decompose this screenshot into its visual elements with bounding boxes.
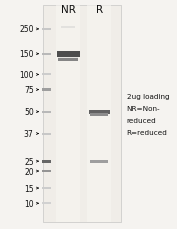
Text: 20: 20	[24, 167, 34, 176]
Bar	[88, 110, 110, 114]
Bar	[58, 59, 78, 60]
Bar	[58, 58, 78, 59]
Bar	[57, 52, 80, 57]
Text: R=reduced: R=reduced	[127, 130, 167, 136]
Bar	[42, 74, 51, 76]
Bar	[58, 52, 78, 53]
Bar	[56, 6, 80, 222]
Bar	[42, 133, 51, 135]
Bar	[42, 29, 51, 31]
Bar	[58, 54, 78, 55]
Bar	[42, 53, 51, 56]
Text: 150: 150	[19, 50, 34, 59]
Text: 2ug loading: 2ug loading	[127, 94, 169, 100]
Bar	[87, 6, 111, 222]
Bar	[58, 57, 78, 58]
Text: 250: 250	[19, 25, 34, 34]
Text: NR: NR	[61, 5, 76, 15]
Text: 75: 75	[24, 86, 34, 95]
Bar	[42, 111, 51, 113]
Bar	[42, 160, 51, 163]
Bar	[58, 56, 78, 57]
Text: 10: 10	[24, 199, 34, 208]
Bar	[42, 187, 51, 189]
Text: 25: 25	[24, 157, 34, 166]
Text: 50: 50	[24, 108, 34, 117]
Bar	[42, 89, 51, 92]
Bar	[43, 6, 121, 222]
Bar	[42, 170, 51, 172]
Bar	[58, 55, 78, 56]
Text: R: R	[96, 5, 103, 15]
Text: 15: 15	[24, 184, 34, 193]
Bar	[42, 202, 51, 204]
Bar	[58, 53, 78, 54]
Bar	[90, 161, 108, 164]
Text: 100: 100	[19, 71, 34, 80]
Text: NR=Non-: NR=Non-	[127, 106, 160, 112]
Bar	[90, 114, 108, 116]
Bar	[61, 27, 75, 28]
Text: 37: 37	[24, 129, 34, 139]
Text: reduced: reduced	[127, 118, 156, 124]
Bar	[58, 58, 78, 62]
